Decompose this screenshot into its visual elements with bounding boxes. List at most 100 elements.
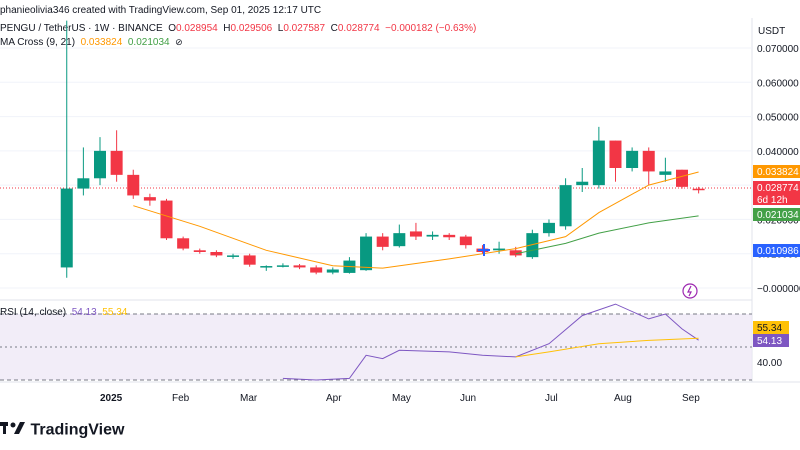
- candle-up[interactable]: [60, 188, 73, 268]
- ema-slow-value: 0.021034: [127, 37, 170, 48]
- ema-fast-line: [133, 171, 699, 269]
- candle-up[interactable]: [393, 233, 406, 247]
- price-tick-label: 0.050000: [757, 113, 799, 124]
- candle-down[interactable]: [376, 236, 389, 247]
- candle-down[interactable]: [110, 150, 123, 175]
- ema-slow-tag: [753, 208, 800, 221]
- rsi-legend: RSI (14, close) 54.13 55.34: [0, 307, 127, 318]
- ema-slow-tag-text: 0.021034: [757, 210, 799, 221]
- x-label-aug: Aug: [614, 393, 632, 404]
- close-value: 0.028774: [337, 23, 380, 34]
- low-label: L: [277, 23, 284, 34]
- candle-down[interactable]: [160, 200, 173, 239]
- open-label: O: [168, 23, 176, 34]
- x-label-mar: Mar: [240, 393, 258, 404]
- candle-up[interactable]: [77, 178, 90, 189]
- ema-cross-title[interactable]: MA Cross (9, 21): [0, 37, 76, 48]
- candlestick-series: [60, 20, 705, 278]
- tradingview-logo[interactable]: TradingView: [0, 420, 124, 441]
- candle-up[interactable]: [276, 265, 289, 267]
- split-marker-icon[interactable]: [478, 244, 490, 256]
- x-label-feb: Feb: [172, 393, 190, 404]
- price-tick-label: 0.070000: [757, 44, 799, 55]
- high-value: 0.029506: [230, 23, 273, 34]
- x-label-may: May: [392, 393, 411, 404]
- price-tick-label: 0.040000: [757, 147, 799, 158]
- candle-up[interactable]: [659, 171, 672, 175]
- candle-up[interactable]: [326, 269, 339, 273]
- countdown-text: 6d 12h: [757, 195, 788, 206]
- last-price-tag-text: 0.028774: [757, 183, 799, 194]
- rsi-line: [282, 303, 699, 381]
- candle-up[interactable]: [426, 234, 439, 237]
- symbol-name[interactable]: PENGU / TetherUS · 1W · BINANCE: [0, 23, 163, 34]
- tradingview-logo-text: TradingView: [30, 421, 125, 439]
- rsi-tag-text: 54.13: [757, 336, 782, 347]
- x-label-apr: Apr: [326, 393, 342, 404]
- candle-down[interactable]: [243, 255, 256, 265]
- rsi-ma-tag: [753, 321, 789, 334]
- candle-down[interactable]: [443, 234, 456, 238]
- candle-down[interactable]: [642, 150, 655, 172]
- eye-slash-icon[interactable]: ⊘: [175, 37, 183, 47]
- ema-fast-tag-text: 0.033824: [757, 167, 799, 178]
- candle-up[interactable]: [493, 248, 506, 251]
- candle-down[interactable]: [210, 252, 223, 256]
- candle-down[interactable]: [509, 250, 522, 256]
- rsi-tag: [753, 334, 789, 347]
- x-label-jun: Jun: [460, 393, 476, 404]
- candle-down[interactable]: [193, 250, 206, 252]
- candle-up[interactable]: [542, 222, 555, 234]
- candle-up[interactable]: [360, 236, 373, 271]
- last-price-tag: [753, 181, 800, 205]
- candle-down[interactable]: [459, 236, 472, 246]
- rsi-title[interactable]: RSI (14, close): [0, 307, 67, 318]
- ema-fast-tag: [753, 165, 800, 178]
- tradingview-logo-icon: [0, 420, 26, 441]
- candle-down[interactable]: [692, 188, 705, 191]
- time-axis: 2025 Feb Mar Apr May Jun Jul Aug Sep: [100, 393, 700, 404]
- candle-down[interactable]: [177, 238, 190, 249]
- symbol-ohlc-legend: PENGU / TetherUS · 1W · BINANCE O0.02895…: [0, 23, 476, 34]
- low-value: 0.027587: [283, 23, 326, 34]
- candle-up[interactable]: [227, 255, 240, 257]
- open-value: 0.028954: [175, 23, 218, 34]
- candle-up[interactable]: [559, 185, 572, 227]
- candle-up[interactable]: [592, 140, 605, 186]
- candle-down[interactable]: [293, 265, 306, 268]
- candle-down[interactable]: [609, 140, 622, 168]
- price-tick-label: −0.000000: [757, 284, 800, 295]
- candle-down[interactable]: [676, 169, 688, 187]
- ema-cross-legend: MA Cross (9, 21) 0.033824 0.021034 ⊘: [0, 37, 183, 48]
- currency-label: USDT: [758, 26, 786, 37]
- x-label-2025: 2025: [100, 393, 123, 404]
- ema-fast-value: 0.033824: [80, 37, 123, 48]
- candle-down[interactable]: [127, 174, 140, 196]
- event-marker-icon[interactable]: [682, 283, 698, 299]
- candle-up[interactable]: [94, 150, 106, 179]
- candle-up[interactable]: [576, 181, 589, 186]
- candle-down[interactable]: [143, 197, 156, 201]
- rsi-tick-40: 40.00: [757, 358, 782, 369]
- high-label: H: [223, 23, 231, 34]
- attribution-text: phanieolivia346 created with TradingView…: [0, 5, 322, 16]
- candle-down[interactable]: [310, 267, 323, 273]
- rsi-ma-legend-value: 55.34: [102, 307, 128, 318]
- price-grid: [0, 47, 752, 289]
- price-tick-label: 0.060000: [757, 78, 799, 89]
- candle-up[interactable]: [626, 150, 639, 168]
- rsi-legend-value: 54.13: [71, 307, 97, 318]
- candle-down[interactable]: [409, 231, 422, 237]
- close-label: C: [330, 23, 338, 34]
- x-label-sep: Sep: [682, 393, 700, 404]
- ema-slow-line: [515, 215, 699, 255]
- low-marker-tag: [753, 244, 800, 257]
- rsi-ma-line: [515, 337, 699, 358]
- chart-attribution: phanieolivia346 created with TradingView…: [0, 5, 321, 16]
- x-label-jul: Jul: [545, 393, 558, 404]
- candle-up[interactable]: [260, 266, 273, 268]
- change-value: −0.000182 (−0.63%): [385, 23, 477, 34]
- low-marker-tag-text: 0.010986: [757, 246, 799, 257]
- rsi-ma-tag-text: 55.34: [757, 323, 782, 334]
